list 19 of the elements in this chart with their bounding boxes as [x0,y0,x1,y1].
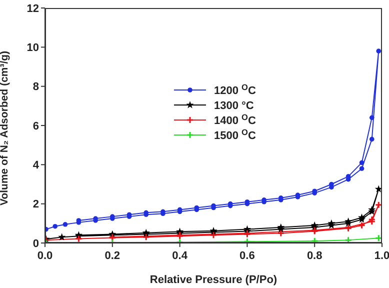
y-tick-label: 2 [32,198,39,211]
y-tick-label: 6 [32,120,39,132]
x-tick-label: 0.0 [37,250,53,262]
x-tick-label: 0.2 [104,250,120,262]
x-tick-label: 1.0 [374,250,389,262]
y-axis-title: Volume of N₂ Adsorbed (cm³/g) [0,50,11,206]
x-axis-title: Relative Pressure (P/Po) [150,274,278,286]
legend-label: 1400 $^{O}$C [214,112,256,127]
x-tick-label: 0.8 [306,250,322,262]
legend-label: 1500 $^{O}$C [214,128,256,142]
x-tick-label: 0.4 [172,250,188,262]
y-tick-label: 10 [26,42,39,54]
y-tick-label: 8 [32,81,39,94]
y-tick-label: 0 [32,238,39,250]
y-tick-label: 12 [26,2,39,15]
y-tick-label: 4 [32,160,40,172]
legend-label: 1300 °C [214,100,254,112]
legend-label: 1200 $^{O}$C [214,82,256,97]
x-tick-label: 0.6 [240,250,255,262]
